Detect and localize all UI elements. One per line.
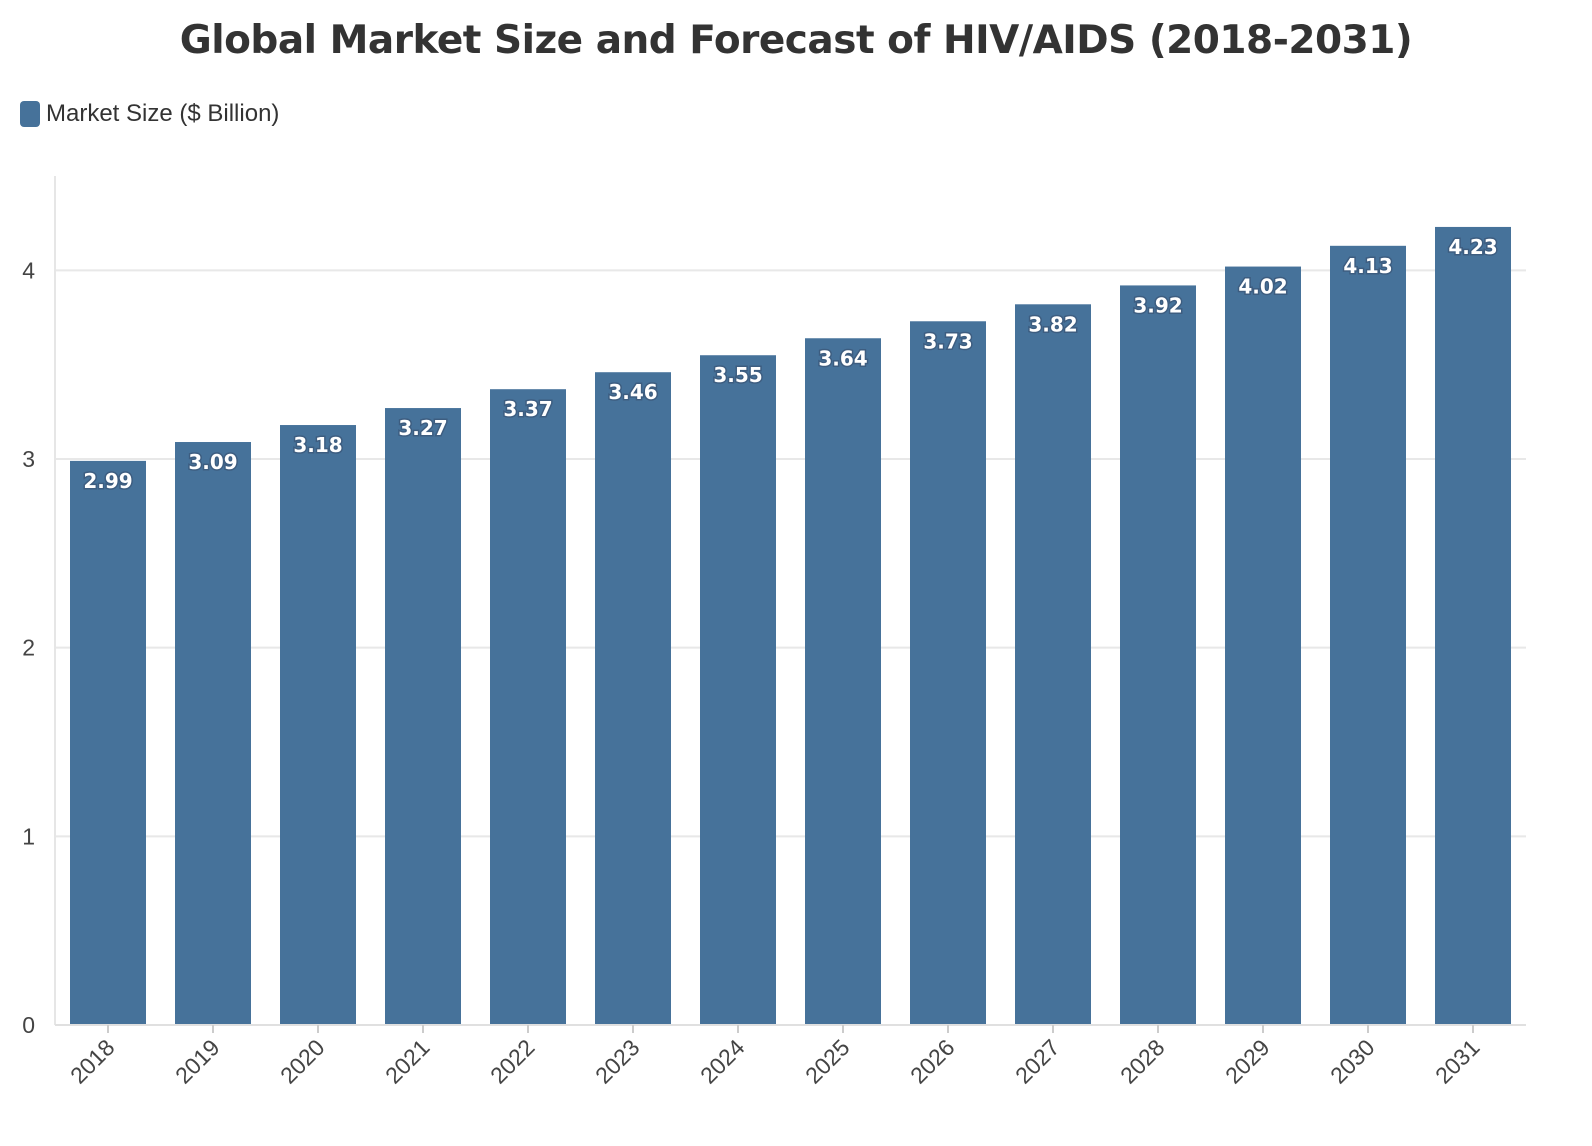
data-label: 3.64 — [818, 346, 867, 370]
data-label: 3.55 — [713, 363, 762, 387]
x-tick-label: 2018 — [65, 1034, 120, 1089]
x-tick-label: 2030 — [1325, 1034, 1380, 1089]
bar[interactable] — [490, 389, 566, 1025]
bar[interactable] — [910, 321, 986, 1026]
x-tick-label: 2022 — [485, 1034, 540, 1089]
data-label: 3.73 — [923, 329, 972, 353]
x-tick-label: 2031 — [1430, 1034, 1485, 1089]
data-label: 4.02 — [1238, 275, 1287, 299]
y-axis: 0 1 2 3 4 — [22, 176, 56, 1038]
gridlines — [55, 269, 1526, 838]
bar[interactable] — [1120, 285, 1196, 1026]
bar[interactable] — [595, 372, 671, 1025]
y-tick-label: 1 — [22, 823, 35, 849]
x-tick-label: 2020 — [275, 1034, 330, 1089]
legend-label: Market Size ($ Billion) — [46, 100, 280, 127]
bars — [70, 226, 1511, 1026]
data-label: 4.23 — [1448, 235, 1497, 259]
data-label: 3.92 — [1133, 293, 1182, 317]
x-tick-label: 2021 — [380, 1034, 435, 1089]
bar[interactable] — [175, 442, 251, 1025]
data-label: 3.18 — [293, 433, 342, 457]
data-label: 3.82 — [1028, 312, 1077, 336]
chart-title: Global Market Size and Forecast of HIV/A… — [179, 18, 1413, 63]
data-label: 2.99 — [83, 469, 132, 493]
data-label: 4.13 — [1343, 254, 1392, 278]
bar[interactable] — [385, 408, 461, 1025]
x-tick-label: 2026 — [905, 1034, 960, 1089]
data-label: 3.37 — [503, 397, 552, 421]
x-tick-label: 2023 — [590, 1034, 645, 1089]
y-tick-label: 4 — [22, 257, 35, 283]
legend[interactable]: Market Size ($ Billion) — [20, 100, 279, 128]
bar[interactable] — [1015, 304, 1091, 1025]
bar[interactable] — [700, 355, 776, 1025]
bar[interactable] — [805, 338, 881, 1026]
x-axis: 2018 2019 2020 2021 2022 2023 2024 2025 2026 2027… — [55, 1024, 1526, 1089]
data-label: 3.46 — [608, 380, 657, 404]
data-label: 3.09 — [188, 450, 237, 474]
y-tick-label: 3 — [22, 446, 35, 472]
x-tick-label: 2019 — [170, 1034, 225, 1089]
y-tick-label: 2 — [22, 635, 35, 661]
x-tick-label: 2025 — [800, 1034, 855, 1089]
data-labels: 2.99 3.09 3.18 3.27 3.37 3.46 3.55 3.64 3.73 3.82… — [82, 233, 1499, 494]
x-tick-label: 2028 — [1115, 1034, 1170, 1089]
bar[interactable] — [1330, 245, 1406, 1026]
bar[interactable] — [1435, 226, 1511, 1025]
bar[interactable] — [70, 460, 146, 1025]
x-tick-label: 2029 — [1220, 1034, 1275, 1089]
x-tick-label: 2027 — [1010, 1034, 1065, 1089]
x-tick-label: 2024 — [695, 1034, 750, 1089]
data-label: 3.27 — [398, 416, 447, 440]
y-tick-label: 0 — [22, 1012, 35, 1038]
legend-swatch — [20, 101, 40, 127]
bar[interactable] — [280, 425, 356, 1025]
bar[interactable] — [1225, 266, 1301, 1025]
